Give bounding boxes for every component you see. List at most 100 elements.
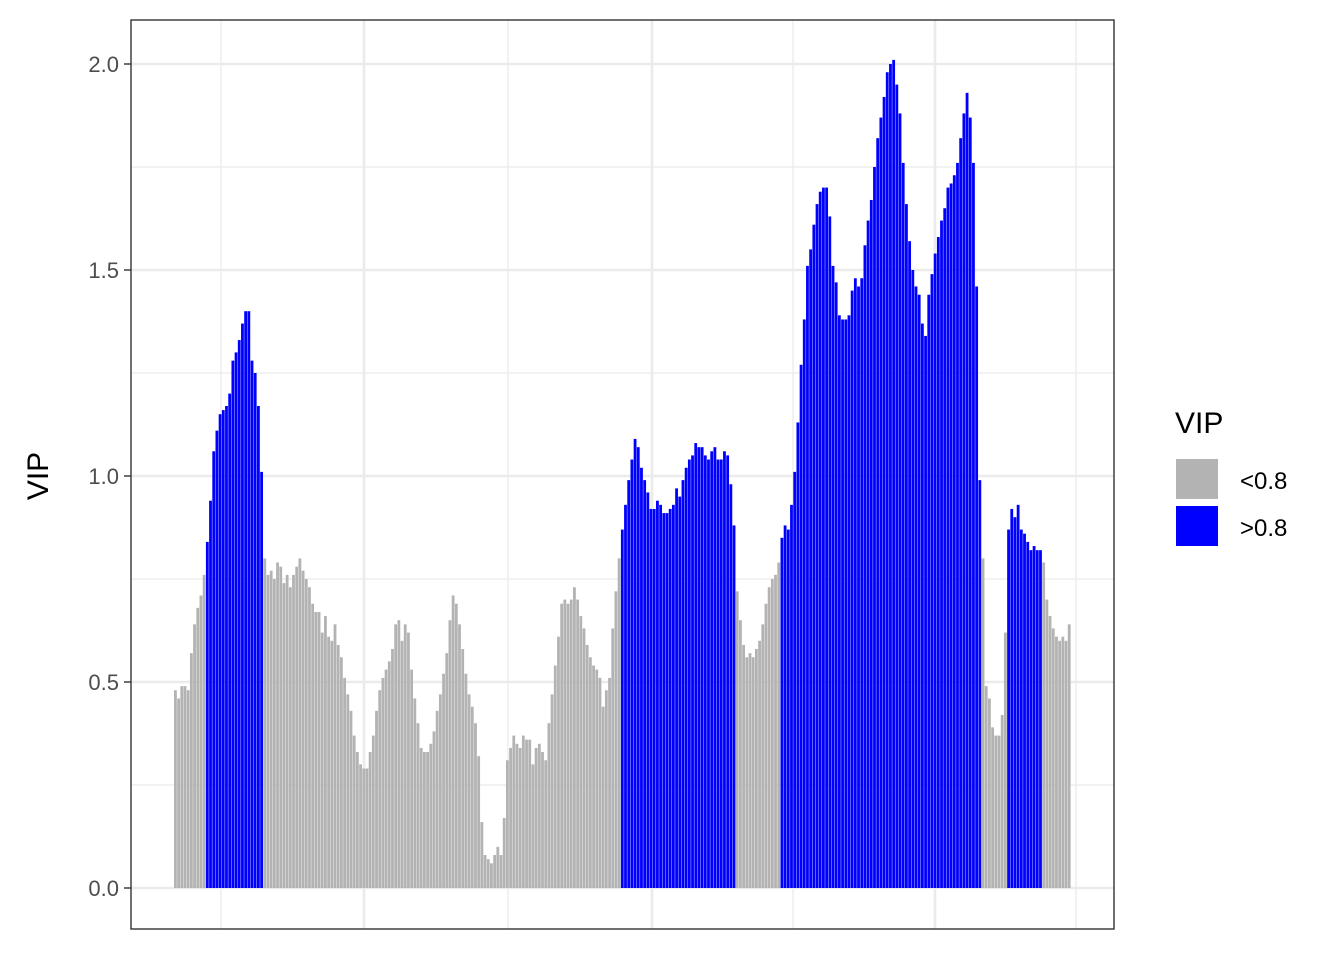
bar-70: [397, 620, 401, 888]
bar-50: [333, 624, 337, 888]
bar-98: [486, 859, 490, 888]
bar-237: [930, 274, 934, 888]
bar-51: [336, 644, 340, 888]
bar-32: [276, 562, 279, 888]
bar-268: [1029, 550, 1033, 888]
bar-106: [512, 735, 516, 888]
bar-205: [828, 216, 832, 888]
bar-80: [429, 743, 433, 888]
bar-272: [1042, 562, 1046, 888]
bar-194: [793, 471, 797, 888]
bar-47: [324, 616, 327, 888]
bar-180: [748, 653, 752, 888]
bar-38: [295, 566, 299, 888]
bar-145: [636, 447, 640, 888]
bar-121: [560, 603, 564, 888]
bar-236: [927, 294, 931, 889]
bar-156: [671, 504, 675, 888]
bar-34: [282, 583, 286, 888]
bar-1: [177, 698, 180, 888]
bar-204: [825, 187, 829, 889]
bar-71: [400, 640, 404, 888]
bar-169: [713, 447, 717, 888]
bar-242: [946, 187, 950, 889]
bar-177: [739, 620, 742, 888]
bar-26: [257, 405, 260, 888]
bar-36: [288, 587, 292, 888]
bar-109: [521, 735, 525, 888]
bar-35: [285, 574, 289, 888]
bar-259: [1000, 714, 1004, 888]
bar-94: [474, 723, 477, 888]
bar-141: [624, 504, 627, 888]
bar-278: [1061, 636, 1065, 888]
bar-189: [777, 562, 781, 888]
bar-132: [595, 669, 599, 888]
bar-206: [831, 265, 835, 888]
bar-127: [579, 616, 583, 888]
bar-107: [515, 743, 519, 888]
bar-48: [327, 636, 331, 888]
bar-43: [311, 603, 315, 888]
bar-197: [802, 319, 806, 888]
bar-56: [352, 735, 356, 888]
bar-126: [576, 599, 580, 888]
bar-269: [1032, 546, 1036, 888]
bar-55: [349, 710, 353, 888]
bar-198: [806, 265, 809, 888]
bar-20: [237, 340, 241, 888]
bar-163: [694, 443, 698, 888]
bar-2: [180, 686, 184, 888]
bar-168: [710, 451, 714, 888]
bar-59: [362, 768, 366, 888]
bar-235: [924, 335, 927, 888]
bar-0: [174, 690, 177, 888]
bar-137: [611, 628, 615, 888]
bar-8: [199, 595, 203, 888]
bar-266: [1023, 533, 1026, 888]
bar-82: [435, 710, 439, 888]
bar-86: [448, 620, 452, 888]
bar-150: [652, 508, 656, 888]
bar-251: [975, 286, 979, 889]
bar-253: [981, 558, 985, 888]
bar-186: [767, 587, 771, 888]
bar-112: [531, 764, 535, 888]
bar-53: [343, 677, 346, 888]
bar-241: [943, 208, 947, 888]
bar-219: [873, 167, 876, 888]
bar-231: [911, 270, 915, 888]
bar-258: [997, 735, 1001, 888]
y-tick-label-3: 1.5: [88, 258, 119, 283]
bar-103: [502, 817, 506, 888]
bar-30: [269, 570, 273, 888]
y-tick-label-0: 0.0: [88, 876, 119, 901]
y-tick-label-2: 1.0: [88, 464, 119, 489]
bar-124: [569, 599, 573, 888]
bar-102: [499, 855, 503, 888]
bar-54: [346, 694, 350, 888]
bar-96: [480, 822, 484, 888]
bar-122: [563, 599, 567, 888]
bar-46: [320, 632, 324, 888]
bar-250: [972, 162, 975, 888]
bar-33: [279, 566, 283, 888]
bar-187: [770, 579, 774, 888]
bar-209: [841, 319, 844, 888]
bar-248: [965, 92, 969, 889]
bar-167: [707, 459, 710, 888]
bar-21: [241, 323, 244, 888]
bar-60: [365, 768, 369, 888]
bar-165: [700, 447, 704, 888]
bar-202: [818, 191, 822, 889]
bar-191: [783, 525, 787, 888]
bar-129: [585, 644, 589, 888]
bar-120: [557, 636, 560, 888]
bar-73: [407, 632, 410, 888]
bar-179: [745, 657, 749, 888]
bar-101: [496, 846, 500, 888]
bar-228: [901, 162, 905, 888]
bar-207: [834, 282, 838, 888]
bar-146: [640, 467, 643, 888]
